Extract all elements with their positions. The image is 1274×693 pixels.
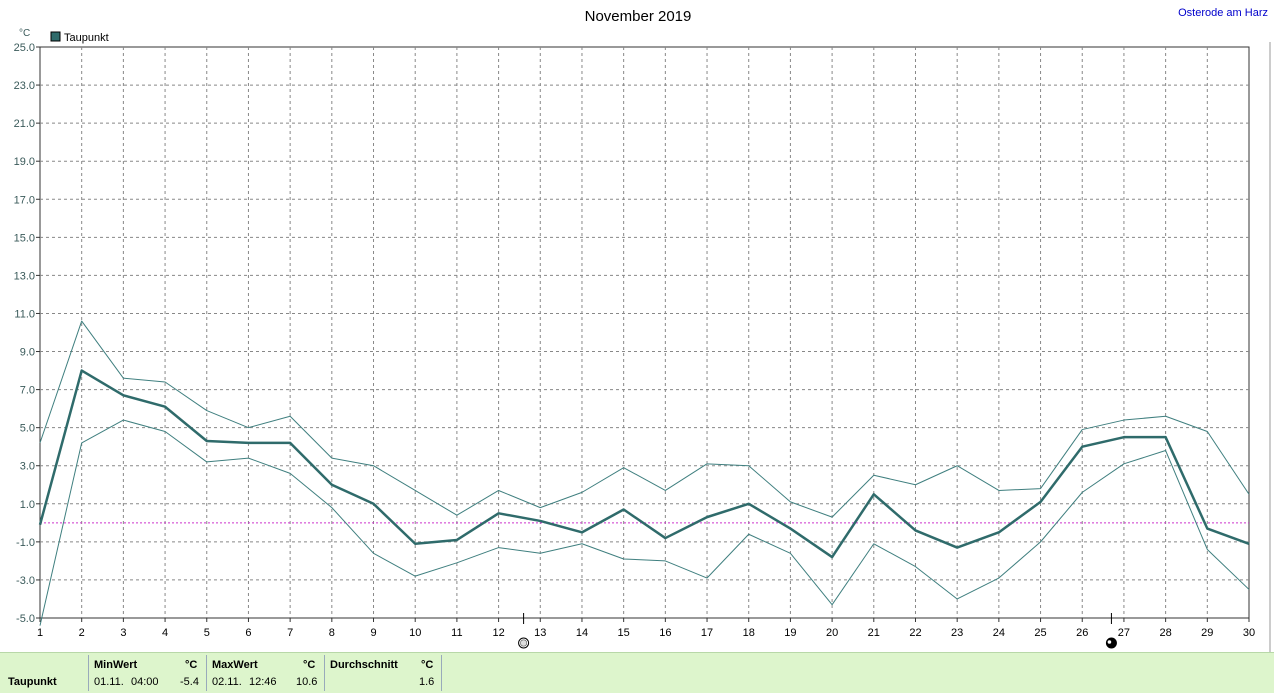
y-tick-label: 25.0 [14,42,35,54]
y-tick-label: -3.0 [16,575,35,587]
chart: November 2019 Osterode am Harz °C Taupun… [14,7,1271,652]
x-tick-label: 26 [1076,627,1088,639]
x-tick-label: 25 [1034,627,1046,639]
x-tick-label: 3 [120,627,126,639]
avg-header: Durchschnitt [330,659,398,671]
y-axis-unit: °C [19,28,30,39]
footer-divider [324,655,325,691]
y-tick-label: -5.0 [16,613,35,625]
x-tick-label: 12 [492,627,504,639]
y-tick-label: 9.0 [20,347,35,359]
x-tick-label: 20 [826,627,838,639]
footer-divider [206,655,207,691]
y-axis: 25.0 23.0 21.0 19.0 17.0 15.0 13.0 11.0 9.0 7.0 5.… [14,42,40,625]
min-date: 01.11. [94,676,124,688]
y-tick-label: 11.0 [14,308,35,320]
x-tick-label: 23 [951,627,963,639]
moon-markers [518,613,1117,649]
x-tick-label: 15 [618,627,630,639]
y-tick-label: 13.0 [14,270,35,282]
series-line-max [39,320,1250,518]
x-tick-label: 28 [1159,627,1171,639]
min-header: MinWert [94,659,138,671]
x-tick-label: 19 [784,627,796,639]
min-unit: °C [185,659,198,671]
new-moon-icon [1105,637,1117,649]
full-moon-inner [520,639,528,647]
series-line-mean [38,369,1250,559]
min-time: 04:00 [131,676,159,688]
footer-row-label: Taupunkt [8,676,57,688]
x-tick-label: 16 [659,627,671,639]
y-tick-label: 7.0 [20,385,35,397]
legend: Taupunkt [50,31,109,44]
x-tick-label: 7 [287,627,293,639]
x-tick-label: 24 [993,627,1005,639]
new-moon-highlight [1107,640,1112,644]
x-tick-label: 13 [534,627,546,639]
footer-divider [441,655,442,691]
x-axis: 1 2 3 4 5 6 7 8 9 10 11 12 13 14 15 16 17 18 19 20 21 22 23 24 2… [37,618,1255,639]
x-tick-label: 6 [245,627,251,639]
x-tick-label: 17 [701,627,713,639]
y-tick-label: 1.0 [20,499,35,511]
legend-swatch [50,31,61,42]
x-tick-label: 5 [204,627,210,639]
legend-entry: Taupunkt [64,32,109,44]
x-tick-label: 4 [162,627,168,639]
x-tick-label: 21 [868,627,880,639]
max-time: 12:46 [249,676,277,688]
new-moon-circle [1105,637,1117,649]
plot-area [39,46,1250,619]
y-tick-label: 23.0 [14,80,35,92]
y-tick-label: -1.0 [16,537,35,549]
series-line-min [39,419,1250,626]
x-tick-label: 10 [409,627,421,639]
x-tick-label: 2 [79,627,85,639]
x-tick-label: 9 [370,627,376,639]
min-value: -5.4 [180,676,199,688]
x-tick-label: 18 [743,627,755,639]
footer-divider [88,655,89,691]
x-tick-label: 11 [451,627,462,639]
location-label: Osterode am Harz [1178,7,1268,19]
series [38,320,1250,626]
y-tick-label: 17.0 [14,194,35,206]
max-value: 10.6 [296,676,318,688]
max-unit: °C [303,659,316,671]
y-tick-label: 3.0 [20,461,35,473]
full-moon-icon [518,637,530,649]
statistics-footer: Taupunkt MinWert °C 01.11. 04:00 -5.4 Ma… [0,652,1274,693]
x-tick-label: 8 [329,627,335,639]
y-tick-label: 15.0 [14,232,35,244]
x-tick-label: 27 [1118,627,1130,639]
x-tick-label: 14 [576,627,588,639]
avg-value: 1.6 [419,676,435,688]
x-tick-label: 1 [37,627,43,639]
max-date: 02.11. [212,676,242,688]
x-tick-label: 22 [909,627,921,639]
x-tick-label: 29 [1201,627,1213,639]
chart-title: November 2019 [585,8,692,25]
avg-unit: °C [421,659,434,671]
y-tick-label: 21.0 [14,118,35,130]
y-tick-label: 19.0 [14,156,35,168]
x-tick-label: 30 [1243,627,1255,639]
max-header: MaxWert [212,659,258,671]
y-tick-label: 5.0 [20,423,35,435]
